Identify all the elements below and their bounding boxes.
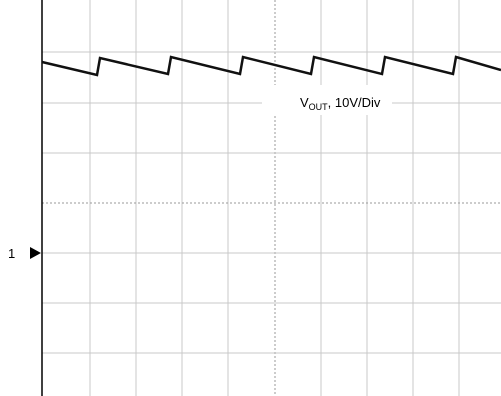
- channel-label: 1: [8, 246, 15, 261]
- annotation-prefix: V: [300, 95, 309, 110]
- grid: [41, 0, 501, 396]
- annotation-box: [262, 85, 392, 115]
- annotation-subscript: OUT: [309, 102, 329, 112]
- channel-marker: [30, 247, 41, 259]
- annotation: VOUT, 10V/Div: [300, 95, 381, 112]
- waveform: [41, 55, 501, 77]
- annotation-suffix: , 10V/Div: [328, 95, 381, 110]
